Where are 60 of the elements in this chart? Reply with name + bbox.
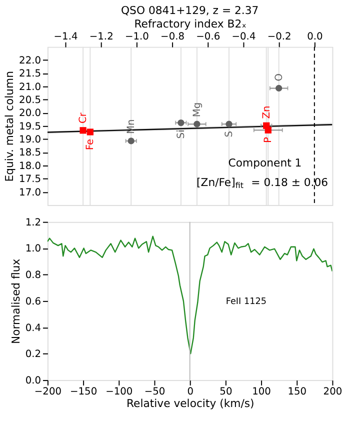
y-axis-title: Equiv. metal column	[3, 71, 16, 182]
y-tick-label: 21.0	[19, 82, 42, 93]
x-tick-label: −0.6	[196, 31, 220, 42]
text: Mn	[126, 119, 138, 134]
y-tick-label: 0.0	[25, 376, 42, 386]
x-tick-label: 50	[220, 386, 232, 398]
x-tick-label: −1.0	[124, 31, 149, 42]
point	[194, 120, 200, 128]
chart-title: QSO 0841+129, z = 2.37	[120, 4, 259, 18]
x-tick-label: −200	[34, 386, 62, 398]
x-tick-label: 100	[252, 386, 271, 398]
y-tick-label: 1.0	[25, 244, 42, 255]
x-tick-label: −0.4	[232, 31, 256, 42]
y-tick-label: 0.8	[25, 270, 42, 282]
annotation: Component 1	[228, 156, 302, 170]
x-tick-label: 200	[323, 386, 342, 398]
x-tick-label: −0.8	[160, 31, 185, 42]
point	[178, 119, 184, 126]
x-tick-label: 0	[187, 386, 194, 398]
x-tick-label: 0.0	[307, 31, 323, 42]
y-tick-label: 18.0	[19, 160, 42, 172]
y-tick-label: 22.0	[19, 55, 42, 66]
point	[226, 120, 232, 128]
text: O	[274, 73, 285, 82]
text: Mg	[192, 102, 203, 118]
x-tick-label: −50	[144, 386, 166, 398]
x-tick-label: −150	[70, 386, 98, 398]
point	[264, 126, 272, 134]
x-tick-label: −100	[106, 386, 133, 398]
y-tick-label: 18.5	[19, 148, 42, 159]
text: P	[263, 137, 274, 144]
point	[80, 127, 86, 134]
point	[276, 84, 282, 92]
text: Fe	[85, 138, 96, 150]
x-axis-title: Refractory index B2ₓ	[134, 18, 247, 31]
x-tick-label: −1.2	[89, 31, 114, 42]
y-tick-label: 20.5	[19, 95, 42, 106]
y-tick-label: 0.2	[25, 349, 42, 360]
y-tick-label: 0.6	[25, 296, 42, 308]
annotation: FeII 1125	[226, 296, 267, 307]
y-tick-label: 21.5	[19, 68, 42, 80]
text: Cr	[78, 112, 90, 124]
y-tick-label: 20.0	[19, 108, 42, 120]
y-tick-label: 0.4	[25, 322, 42, 334]
point	[128, 138, 134, 144]
x-axis-title: Relative velocity (km/s)	[126, 397, 254, 410]
y-tick-label: 19.0	[19, 134, 42, 146]
y-tick-label: 19.5	[19, 121, 42, 132]
x-tick-label: −0.2	[267, 31, 292, 42]
text: S	[224, 130, 235, 138]
point	[86, 128, 94, 136]
text: Si	[176, 130, 187, 139]
y-axis-title: Normalised flux	[9, 258, 22, 344]
y-tick-label: 17.5	[19, 174, 42, 186]
y-tick-label: 17.0	[19, 187, 42, 198]
x-tick-label: −1.4	[54, 31, 78, 42]
text: Zn	[261, 106, 272, 119]
y-tick-label: 1.2	[25, 217, 42, 228]
x-tick-label: 150	[288, 386, 307, 398]
line-series	[47, 236, 332, 354]
